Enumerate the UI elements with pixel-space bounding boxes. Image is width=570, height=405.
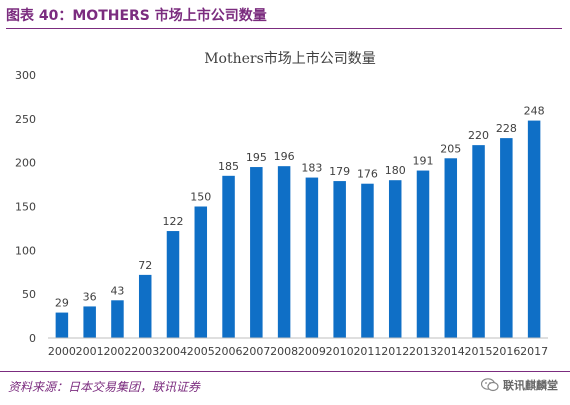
x-tick-label: 2010 [326, 345, 354, 358]
x-tick-label: 2006 [215, 345, 243, 358]
x-tick-label: 2011 [353, 345, 381, 358]
x-tick-label: 2016 [492, 345, 520, 358]
data-label: 122 [163, 215, 184, 228]
bar [305, 177, 319, 338]
data-label: 195 [246, 151, 267, 164]
bar [194, 206, 208, 338]
y-tick-label: 50 [22, 288, 36, 301]
bar [250, 167, 263, 338]
y-tick-label: 300 [15, 69, 36, 82]
data-label: 191 [413, 155, 434, 168]
bar [222, 175, 235, 338]
x-tick-label: 2013 [409, 345, 437, 358]
watermark-text: 联讯麒麟堂 [503, 379, 558, 392]
data-label: 183 [301, 162, 322, 175]
data-label: 43 [110, 284, 124, 297]
x-tick-label: 2003 [131, 345, 159, 358]
x-tick-label: 2000 [48, 345, 76, 358]
figure-header: 图表 40：MOTHERS 市场上市公司数量 [6, 4, 562, 29]
data-label: 248 [524, 105, 545, 118]
bar [277, 166, 291, 338]
x-tick-label: 2002 [103, 345, 131, 358]
x-tick-label: 2017 [520, 345, 548, 358]
bar [444, 158, 458, 338]
data-label: 180 [385, 164, 406, 177]
bar [333, 181, 346, 338]
data-label: 228 [496, 122, 517, 135]
x-tick-label: 2012 [381, 345, 409, 358]
data-label: 176 [357, 168, 378, 181]
bar [527, 120, 541, 338]
figure-title: 图表 40：MOTHERS 市场上市公司数量 [6, 8, 267, 24]
x-tick-label: 2005 [187, 345, 215, 358]
source-note: 资料来源：日本交易集团，联讯证券 [8, 380, 201, 394]
x-tick-label: 2014 [437, 345, 465, 358]
source-divider [0, 371, 570, 372]
bar [361, 183, 374, 338]
chart-title: Mothers市场上市公司数量 [204, 50, 376, 67]
data-label: 150 [190, 191, 211, 204]
data-labels: 29 36 43 72 122 150 185 195 196 183 179 176 180 191 20… [55, 105, 545, 310]
y-tick-label: 200 [15, 157, 36, 170]
y-axis: 0 50 100 150 200 250 300 [15, 69, 36, 345]
y-tick-label: 250 [15, 113, 36, 126]
bar [416, 170, 430, 338]
bar-chart: Mothers市场上市公司数量 0 50 100 150 200 250 300 29 36 4… [15, 50, 548, 358]
data-label: 29 [55, 297, 69, 310]
data-label: 196 [274, 150, 295, 163]
bar [55, 312, 69, 338]
bar [472, 145, 485, 338]
y-tick-label: 150 [15, 201, 36, 214]
data-label: 179 [329, 165, 350, 178]
data-label: 185 [218, 160, 239, 173]
data-label: 205 [440, 142, 461, 155]
bar [111, 300, 124, 338]
x-tick-label: 2008 [270, 345, 298, 358]
x-tick-label: 2001 [76, 345, 104, 358]
data-label: 220 [468, 129, 489, 142]
y-tick-label: 100 [15, 244, 36, 257]
bar [388, 180, 402, 338]
x-axis: 2000 2001 2002 2003 2004 2005 2006 2007 2008 2009… [48, 337, 548, 358]
bar [138, 274, 152, 338]
y-tick-label: 0 [29, 332, 36, 345]
bar [500, 138, 513, 338]
x-tick-label: 2007 [242, 345, 270, 358]
watermark: 联讯麒麟堂 [481, 377, 558, 393]
bar-series [55, 120, 541, 338]
wechat-icon [481, 378, 499, 392]
x-tick-label: 2015 [465, 345, 493, 358]
data-label: 36 [83, 290, 97, 303]
bar [166, 231, 180, 338]
bar [83, 306, 96, 338]
x-tick-label: 2009 [298, 345, 326, 358]
x-tick-label: 2004 [159, 345, 187, 358]
data-label: 72 [138, 259, 152, 272]
